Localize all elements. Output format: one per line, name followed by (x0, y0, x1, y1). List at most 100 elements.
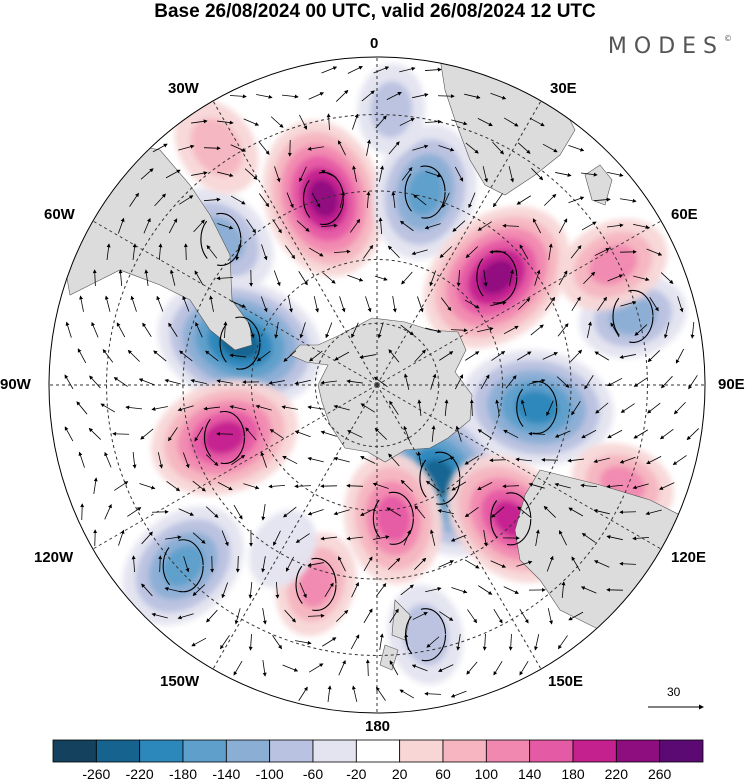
wind-vector (519, 244, 529, 260)
wind-vector (118, 529, 125, 546)
wind-vector (502, 484, 520, 489)
wind-vector (425, 327, 442, 334)
wind-vector (633, 275, 650, 282)
wind-vector (632, 483, 649, 490)
wind-vector (194, 426, 204, 442)
madagascar (584, 164, 613, 206)
wind-vector (333, 456, 350, 463)
wind-vector (480, 374, 490, 390)
wind-vector (347, 430, 363, 438)
wind-vector (570, 349, 583, 363)
wind-vector (442, 192, 450, 208)
graticule (49, 57, 705, 713)
wind-vector (444, 399, 449, 417)
wind-vector (182, 452, 190, 469)
wind-vector (346, 483, 364, 488)
colorbar-tick-label: 20 (391, 766, 408, 782)
wind-vector (333, 509, 350, 516)
wind-vector (268, 380, 285, 385)
wind-vector (324, 582, 334, 598)
wind-vector (64, 374, 74, 390)
wind-vector (542, 352, 558, 360)
wind-vector (102, 348, 114, 363)
wind-vector (491, 350, 506, 361)
colorbar-swatch (269, 739, 314, 763)
wind-vector (545, 296, 556, 311)
wind-vector (307, 146, 324, 151)
wind-vector (546, 555, 554, 572)
wind-vector (338, 556, 346, 572)
wind-vector (503, 117, 519, 127)
wind-vector (195, 321, 203, 338)
wind-vector (129, 192, 139, 207)
wind-vector (542, 143, 558, 153)
brand-name: MODES (607, 34, 724, 59)
wind-vector (221, 582, 229, 599)
wind-vector (467, 609, 478, 624)
wind-vector (151, 406, 168, 411)
colorbar-swatch (355, 739, 401, 763)
antarctica (289, 317, 473, 463)
wind-vector (464, 93, 481, 100)
wind-vector (518, 297, 531, 310)
wind-vector (417, 399, 422, 416)
wind-vector (378, 165, 384, 182)
wind-vector (298, 686, 308, 701)
wind-vector (272, 219, 282, 234)
wind-vector (438, 145, 455, 152)
wind-vector (320, 536, 337, 541)
wind-vector (295, 640, 312, 645)
wind-vector (352, 113, 359, 130)
wind-vector (417, 296, 424, 313)
wind-vector (455, 425, 462, 442)
wind-vector (125, 405, 142, 410)
new-zealand (379, 599, 411, 671)
wind-vector (203, 146, 221, 151)
circulation-ring (612, 289, 654, 343)
wind-vector (424, 691, 442, 696)
wind-vector (261, 556, 266, 573)
wind-vector (203, 406, 220, 411)
wind-vector (141, 531, 153, 545)
wind-vector (647, 402, 661, 414)
wind-vector (547, 608, 553, 625)
wind-vector (256, 350, 271, 362)
wind-vector (78, 451, 85, 468)
wind-vector (376, 686, 386, 701)
colorbar-swatch (529, 739, 574, 763)
wind-vector (366, 139, 371, 156)
lon-label-0: 0 (370, 35, 379, 52)
wind-vector (272, 635, 282, 650)
wind-vector (555, 172, 572, 177)
brand-logo: MODES© (608, 34, 732, 59)
wind-vector (322, 272, 336, 284)
wind-vector (166, 480, 181, 492)
wind-vector (191, 119, 208, 124)
wind-vector (178, 508, 195, 516)
wind-vector (581, 172, 598, 177)
wind-vector (477, 118, 493, 126)
wind-vector (646, 456, 662, 465)
wind-vector (607, 171, 624, 177)
wind-vector (261, 244, 268, 261)
wind-vector (517, 506, 531, 518)
wind-vector (529, 117, 545, 127)
wind-vector (347, 66, 363, 74)
wind-vector (117, 217, 125, 234)
wind-vector (327, 685, 332, 702)
wind-vector (179, 195, 194, 205)
wind-vector (372, 482, 389, 489)
circulation-ring (404, 165, 446, 219)
anomaly-center-15 (558, 218, 668, 311)
wind-vector (392, 296, 397, 313)
wind-vector (374, 275, 388, 281)
wind-vector (156, 295, 164, 312)
colorbar-tick-label: -180 (168, 766, 198, 782)
colorbar-swatch (312, 739, 357, 763)
wind-vector (528, 431, 546, 436)
wind-vector (469, 399, 474, 417)
wind-vector (515, 457, 532, 462)
wind-vector (299, 582, 307, 599)
wind-vector (677, 296, 684, 313)
